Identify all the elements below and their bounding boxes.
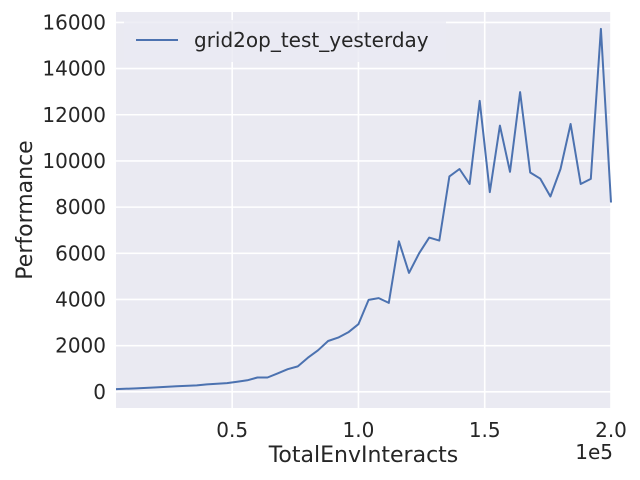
x-tick-label: 1.0: [343, 418, 375, 442]
y-tick-label: 8000: [55, 195, 106, 219]
y-tick-label: 4000: [55, 287, 106, 311]
x-axis-label: TotalEnvInteracts: [268, 443, 459, 468]
x-tick-label: 0.5: [216, 418, 248, 442]
y-tick-label: 12000: [42, 103, 106, 127]
y-tick-label: 14000: [42, 57, 106, 81]
series-layer: [115, 27, 612, 391]
series-line-grid2op_test_yesterday: [115, 27, 612, 391]
x-tick-label: 2.0: [595, 418, 627, 442]
y-tick-label: 6000: [55, 241, 106, 265]
y-tick-label: 16000: [42, 10, 106, 34]
tick-labels: 0.5 1.0 1.5 2.0 0 2000 4000 6000 8000 10000 12000 1…: [42, 10, 627, 442]
y-axis-label: Performance: [13, 140, 38, 279]
y-tick-label: 0: [93, 380, 106, 404]
x-tick-label: 1.5: [469, 418, 501, 442]
y-tick-label: 2000: [55, 334, 106, 358]
x-axis-offset-label: 1e5: [575, 440, 613, 464]
y-tick-label: 10000: [42, 149, 106, 173]
legend: grid2op_test_yesterday: [124, 20, 446, 62]
plot-area: [116, 12, 611, 408]
legend-label-grid2op_test_yesterday: grid2op_test_yesterday: [194, 28, 429, 52]
